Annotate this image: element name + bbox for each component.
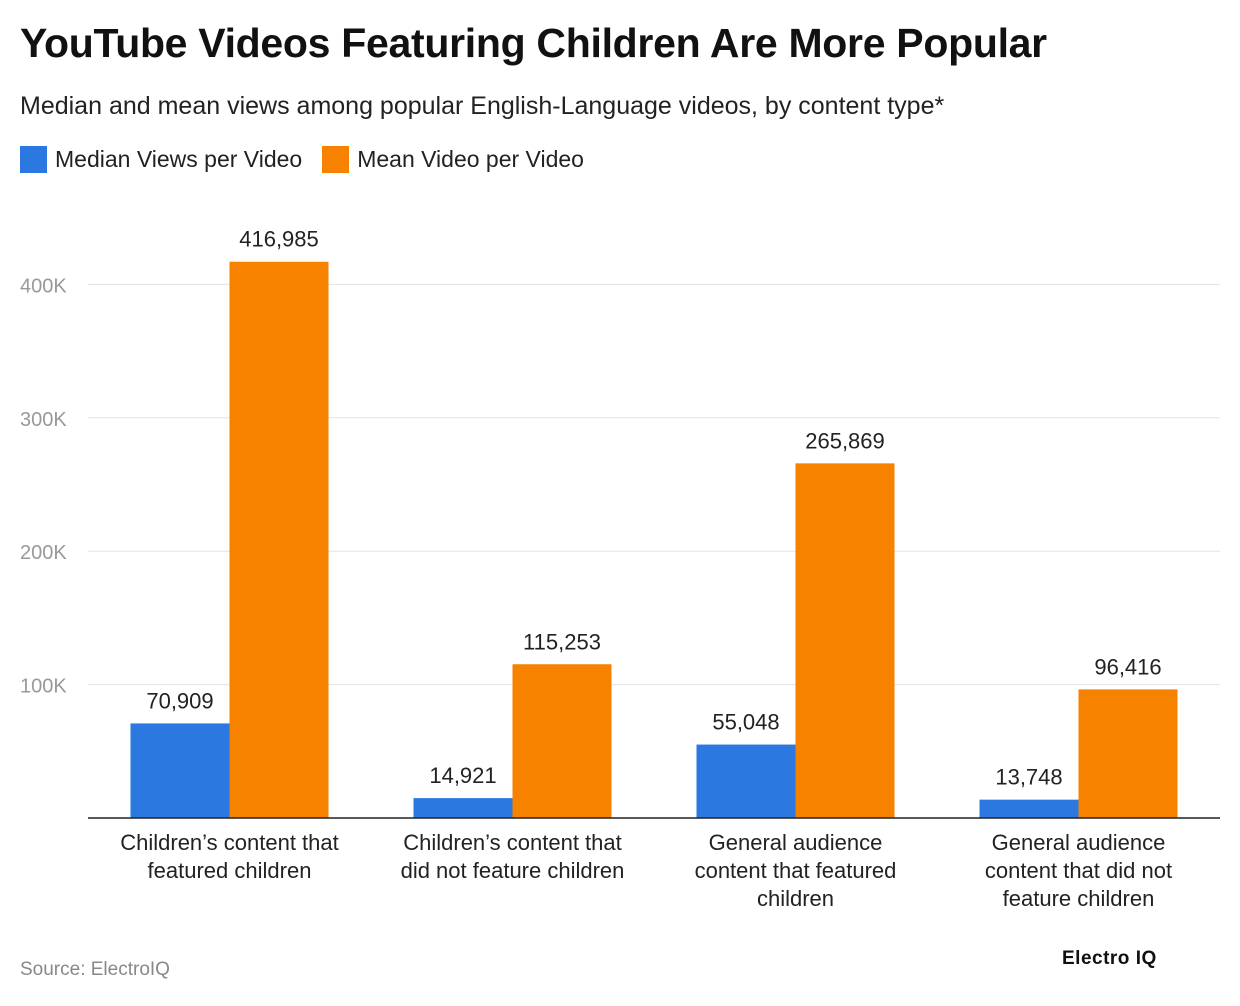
bar-mean [1078, 689, 1178, 818]
x-category-label: featured children [148, 858, 312, 883]
x-category-label: content that did not [985, 858, 1172, 883]
bar-median [696, 744, 796, 818]
bar-mean [229, 261, 329, 818]
x-category-label: children [757, 886, 834, 911]
electroiq-logo: Electro IQ [1062, 948, 1157, 969]
legend-item-mean: Mean Video per Video [322, 146, 584, 173]
bar-median [130, 723, 230, 818]
data-label: 115,253 [523, 629, 601, 654]
data-label: 70,909 [146, 688, 213, 713]
x-category-label: did not feature children [401, 858, 625, 883]
data-label: 14,921 [429, 763, 496, 788]
chart-subtitle: Median and mean views among popular Engl… [20, 92, 945, 120]
legend: Median Views per Video Mean Video per Vi… [20, 146, 584, 173]
source-note: Source: ElectroIQ [20, 959, 170, 980]
data-label: 13,748 [995, 765, 1062, 790]
data-label: 96,416 [1094, 654, 1161, 679]
bar-median [413, 798, 513, 818]
x-category-label: General audience [992, 830, 1166, 855]
legend-swatch-mean [322, 146, 350, 173]
data-label: 265,869 [805, 428, 885, 453]
x-category-label: General audience [709, 830, 883, 855]
legend-swatch-median [20, 146, 47, 173]
y-tick-label: 200K [20, 542, 67, 564]
data-label: 416,985 [239, 227, 319, 252]
chart-title: YouTube Videos Featuring Children Are Mo… [20, 20, 1047, 66]
data-label: 55,048 [712, 710, 779, 735]
x-category-label: content that featured [695, 858, 897, 883]
x-category-label: Children’s content that [403, 830, 622, 855]
legend-label-median: Median Views per Video [55, 146, 303, 172]
bar-mean [795, 463, 895, 818]
legend-label-mean: Mean Video per Video [357, 146, 584, 172]
y-tick-label: 300K [20, 409, 67, 431]
y-tick-label: 100K [20, 676, 67, 698]
x-category-label: Children’s content that [120, 830, 339, 855]
legend-item-median: Median Views per Video [20, 146, 302, 173]
bar-mean [512, 664, 612, 818]
y-tick-label: 400K [20, 275, 67, 297]
bar-median [979, 799, 1079, 818]
x-category-label: feature children [1003, 886, 1155, 911]
